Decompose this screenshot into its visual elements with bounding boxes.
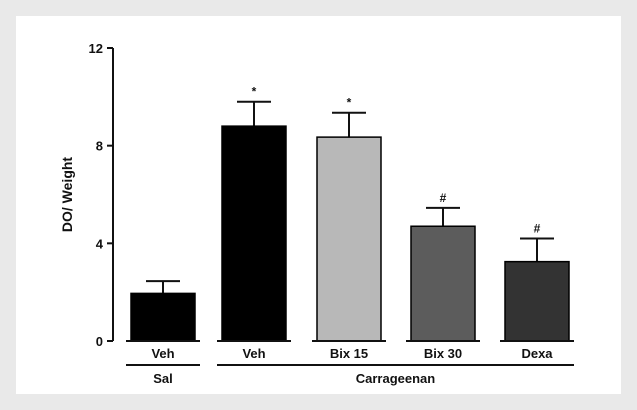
y-tick-label: 12 xyxy=(89,41,103,56)
significance-marker: * xyxy=(252,85,257,99)
group-label: Sal xyxy=(153,371,173,386)
y-axis-label: DO/ Weight xyxy=(59,157,75,233)
significance-marker: # xyxy=(534,221,541,235)
y-tick-label: 4 xyxy=(96,236,104,251)
category-label: Veh xyxy=(242,346,265,361)
chart-frame: 0 4 8 12 DO/ Weight * * # # Veh Veh Bix 15 Bix 30… xyxy=(16,16,621,394)
bar xyxy=(221,125,287,342)
bar xyxy=(316,136,382,342)
bar xyxy=(130,292,196,342)
bar xyxy=(504,260,570,342)
group-labels: Sal Carrageenan xyxy=(126,364,574,386)
significance-marker: * xyxy=(347,96,352,110)
x-axis-labels: Veh Veh Bix 15 Bix 30 Dexa xyxy=(126,340,574,361)
group-label: Carrageenan xyxy=(356,371,436,386)
bar xyxy=(410,225,476,342)
bar-chart: 0 4 8 12 DO/ Weight * * # # Veh Veh Bix 15 Bix 30… xyxy=(59,41,574,386)
category-label: Veh xyxy=(151,346,174,361)
axes: 0 4 8 12 xyxy=(89,41,114,349)
y-tick-label: 0 xyxy=(96,334,103,349)
category-label: Dexa xyxy=(521,346,553,361)
bars: * * # # xyxy=(130,85,570,342)
y-ticks: 0 4 8 12 xyxy=(89,41,113,349)
category-label: Bix 15 xyxy=(330,346,368,361)
category-label: Bix 30 xyxy=(424,346,462,361)
significance-marker: # xyxy=(440,191,447,205)
y-tick-label: 8 xyxy=(96,139,103,154)
